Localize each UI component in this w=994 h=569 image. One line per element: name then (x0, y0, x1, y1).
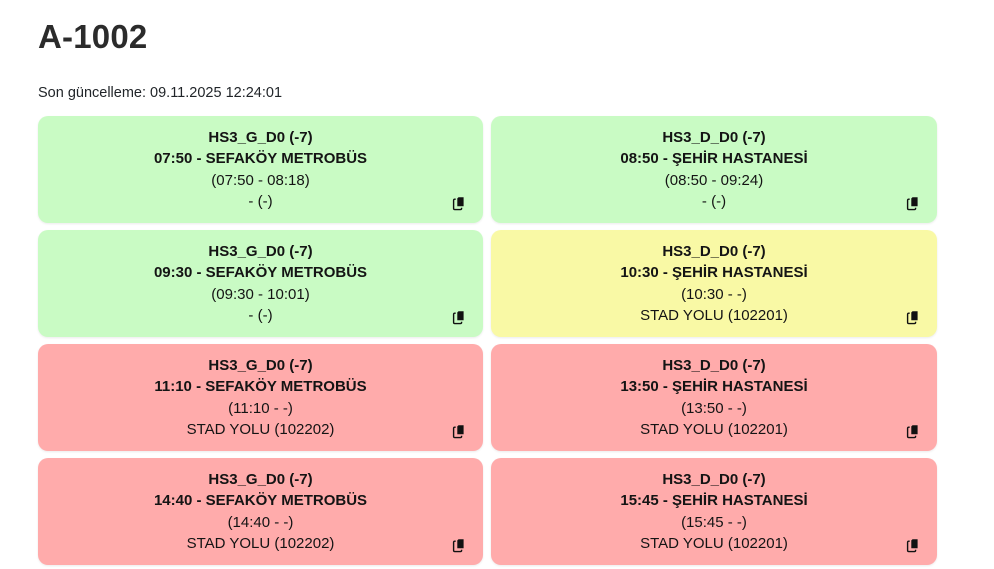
trip-times: (07:50 - 08:18) (211, 171, 310, 189)
trip-code: HS3_D_D0 (-7) (662, 470, 766, 488)
copy-button[interactable] (904, 536, 922, 554)
trip-title: 11:10 - SEFAKÖY METROBÜS (154, 378, 367, 395)
trip-times: (09:30 - 10:01) (211, 285, 310, 303)
trip-card: HS3_G_D0 (-7) 07:50 - SEFAKÖY METROBÜS (… (38, 116, 483, 223)
copy-button[interactable] (904, 308, 922, 326)
copy-button[interactable] (450, 536, 468, 554)
trip-title: 08:50 - ŞEHİR HASTANESİ (620, 150, 808, 167)
trip-card-grid: HS3_G_D0 (-7) 07:50 - SEFAKÖY METROBÜS (… (38, 116, 937, 569)
copy-button[interactable] (904, 422, 922, 440)
trip-code: HS3_G_D0 (-7) (208, 242, 313, 260)
copy-icon (452, 423, 466, 439)
copy-button[interactable] (904, 194, 922, 212)
copy-icon (452, 309, 466, 325)
trip-times: (11:10 - -) (228, 399, 293, 417)
copy-icon (452, 195, 466, 211)
trip-code: HS3_G_D0 (-7) (208, 128, 313, 146)
page-title: A-1002 (38, 18, 148, 55)
trip-code: HS3_G_D0 (-7) (208, 356, 313, 374)
trip-route: - (-) (701, 193, 727, 210)
trip-code: HS3_D_D0 (-7) (662, 356, 766, 374)
trip-card: HS3_D_D0 (-7) 08:50 - ŞEHİR HASTANESİ (0… (491, 116, 937, 223)
trip-card: HS3_D_D0 (-7) 13:50 - ŞEHİR HASTANESİ (1… (491, 344, 937, 451)
trip-code: HS3_D_D0 (-7) (662, 128, 766, 146)
trip-times: (08:50 - 09:24) (664, 171, 764, 189)
trip-title: 09:30 - SEFAKÖY METROBÜS (153, 264, 368, 281)
trip-title: 10:30 - ŞEHİR HASTANESİ (620, 264, 808, 281)
trip-route: - (-) (248, 307, 273, 324)
copy-icon (906, 537, 920, 553)
copy-button[interactable] (450, 422, 468, 440)
page: A-1002 Son güncelleme: 09.11.2025 12:24:… (0, 20, 994, 569)
trip-title: 15:45 - ŞEHİR HASTANESİ (620, 492, 808, 509)
trip-title: 14:40 - SEFAKÖY METROBÜS (153, 492, 368, 509)
trip-route: STAD YOLU (102201) (640, 535, 788, 552)
copy-icon (906, 309, 920, 325)
trip-card: HS3_G_D0 (-7) 11:10 - SEFAKÖY METROBÜS (… (38, 344, 483, 451)
trip-times: (15:45 - -) (681, 513, 747, 531)
trip-route: STAD YOLU (102201) (640, 421, 788, 438)
trip-card: HS3_G_D0 (-7) 14:40 - SEFAKÖY METROBÜS (… (38, 458, 483, 565)
trip-card: HS3_G_D0 (-7) 09:30 - SEFAKÖY METROBÜS (… (38, 230, 483, 337)
trip-title: 13:50 - ŞEHİR HASTANESİ (620, 378, 808, 395)
copy-icon (452, 537, 466, 553)
trip-times: (10:30 - -) (681, 285, 747, 303)
copy-button[interactable] (450, 194, 468, 212)
last-update-text: Son güncelleme: 09.11.2025 12:24:01 (38, 85, 283, 101)
trip-times: (14:40 - -) (227, 513, 294, 531)
trip-card: HS3_D_D0 (-7) 10:30 - ŞEHİR HASTANESİ (1… (491, 230, 937, 337)
trip-route: - (-) (248, 193, 273, 210)
copy-button[interactable] (450, 308, 468, 326)
trip-code: HS3_G_D0 (-7) (208, 470, 313, 488)
copy-icon (906, 423, 920, 439)
trip-card: HS3_D_D0 (-7) 15:45 - ŞEHİR HASTANESİ (1… (491, 458, 937, 565)
trip-route: STAD YOLU (102202) (186, 421, 335, 438)
trip-code: HS3_D_D0 (-7) (662, 242, 766, 260)
trip-title: 07:50 - SEFAKÖY METROBÜS (153, 150, 368, 167)
copy-icon (906, 195, 920, 211)
trip-times: (13:50 - -) (681, 399, 747, 417)
trip-route: STAD YOLU (102202) (186, 535, 335, 552)
trip-route: STAD YOLU (102201) (640, 307, 788, 324)
